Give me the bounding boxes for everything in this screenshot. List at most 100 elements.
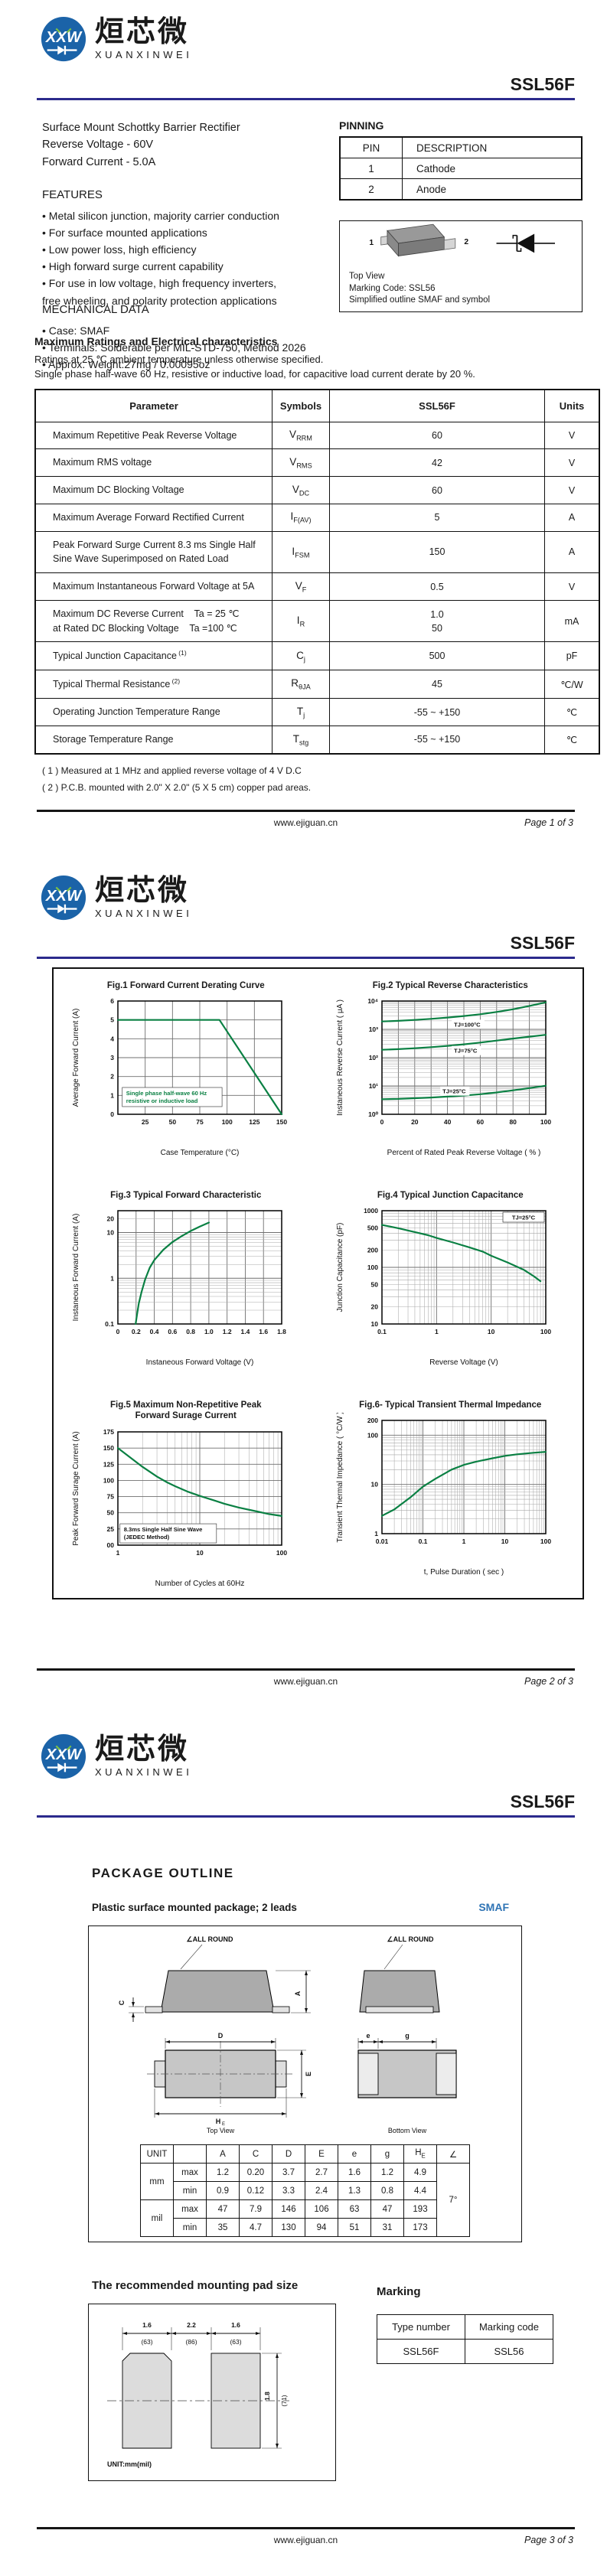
svg-text:∠ALL ROUND: ∠ALL ROUND [187,1935,233,1943]
svg-text:Transient Thermal Impedance (: Transient Thermal Impedance ( °C/W ) [336,1413,344,1543]
symbol-cell: Cj [272,641,330,671]
svg-text:2: 2 [110,1073,114,1081]
dim-row: min 35 4.7 130 94 51 31 173 [141,2218,470,2237]
symbol-cell: VF [272,572,330,601]
svg-text:8.3ms Single Half Sine Wave: 8.3ms Single Half Sine Wave [123,1526,202,1533]
svg-text:150: 150 [276,1118,287,1126]
marking-type-number: SSL56F [377,2339,465,2364]
pin-number: 1 [339,158,403,179]
pinning-col-header: DESCRIPTION [402,136,583,158]
svg-text:2.2: 2.2 [187,2321,196,2329]
unit-cell: V [544,572,600,601]
feature-item: • Low power loss, high efficiency [42,243,197,256]
dim-unit-cell: mil [140,2199,174,2237]
package-name: SMAF [478,1901,509,1913]
fig4-cj-curve [381,1224,542,1283]
package-subheading: Plastic surface mounted package; 2 leads [92,1902,297,1913]
dim-row: mil max 47 7.9 146 106 63 47 193 [140,2199,470,2237]
dim-col-header: C [239,2144,272,2164]
parameter-cell: Maximum Repetitive Peak Reverse Voltage [34,421,272,450]
dim-kind-cell: min [173,2181,207,2200]
svg-text:3: 3 [110,1054,114,1061]
mechanical-data-section: MECHANICAL DATA • Case: SMAF • Terminals:… [42,303,306,373]
dim-unit-header: UNIT [140,2144,174,2164]
marking-row: SSL56F SSL56 [377,2339,553,2364]
parameter-cell: Typical Thermal Resistance (2) [34,670,272,699]
feature-item: • High forward surge current capability [42,260,224,273]
value-cell: 500 [329,641,545,671]
dim-col-header: ∠ [436,2144,470,2164]
dim-value-cell: 106 [305,2199,338,2219]
svg-text:1.6: 1.6 [259,1328,268,1335]
marking-col-header: Marking code [465,2314,553,2340]
ratings-col-header: SSL56F [329,389,545,422]
svg-text:Instaneous Reverse Current ( μ: Instaneous Reverse Current ( μA ) [336,999,344,1116]
footer-page-number: Page 3 of 3 [524,2535,573,2545]
fig4-figure: Fig.4 Typical Junction Capacitance 0.1 1 10… [318,1179,583,1388]
dim-value-cell: 146 [272,2199,305,2219]
dim-col-header: D [272,2144,305,2164]
svg-text:XXW: XXW [45,1746,83,1763]
svg-text:XXW: XXW [45,888,83,905]
svg-text:0: 0 [380,1118,384,1126]
svg-text:100: 100 [221,1118,232,1126]
feature-item: • Metal silicon junction, majority carri… [42,210,279,222]
svg-text:175: 175 [103,1428,114,1436]
svg-text:25: 25 [142,1118,149,1126]
svg-text:10: 10 [371,1320,379,1328]
brand-name-english: XUANXINWEI [95,48,193,60]
svg-text:(63): (63) [141,2338,152,2346]
ratings-row: Typical Thermal Resistance (2) RθJA 45 ℃/W [34,670,600,699]
dim-kind-cell: max [173,2163,207,2182]
svg-text:00: 00 [106,1541,114,1549]
svg-text:1: 1 [462,1537,466,1545]
ratings-col-header: Units [544,389,600,422]
forward-current-line: Forward Current - 5.0A [42,155,156,168]
dim-value-cell: 63 [338,2199,371,2219]
svg-text:0.8: 0.8 [186,1328,195,1335]
svg-text:A: A [294,1991,302,1996]
svg-text:Percent of Rated Peak Reverse: Percent of Rated Peak Reverse Voltage ( … [387,1149,541,1157]
svg-text:1.0: 1.0 [204,1328,214,1335]
svg-text:1.8: 1.8 [263,2392,271,2401]
fig2-title: Fig.2 Typical Reverse Characteristics [372,981,528,990]
svg-text:10³: 10³ [369,1026,378,1033]
value-cell: 0.5 [329,572,545,601]
svg-text:e: e [366,2032,370,2040]
dim-kind-cell: max [173,2199,207,2219]
value-cell: 42 [329,448,545,478]
svg-text:75: 75 [106,1492,114,1500]
svg-text:resistive or inductive load: resistive or inductive load [126,1097,197,1104]
footer-rule [37,2527,575,2529]
svg-text:E: E [305,2072,312,2076]
svg-text:TJ=100°C: TJ=100°C [454,1022,481,1029]
svg-text:H: H [216,2118,221,2125]
symbol-cell: VDC [272,476,330,504]
value-cell: 45 [329,670,545,699]
svg-text:50: 50 [371,1281,379,1289]
fig2-figure: Fig.2 Typical Reverse Characteristics 0 20… [318,969,583,1179]
brand-logo: XXW 烜芯微 XUANXINWEI [40,874,192,921]
feature-item: • For surface mounted applications [42,227,207,240]
page-1: XXW 烜芯微 XUANXINWEI SSL56F Surface Mount … [0,0,607,859]
dim-unit-cell: mm [140,2163,174,2200]
dim-value-cell: 0.9 [206,2181,240,2200]
svg-text:XXW: XXW [45,29,83,46]
pinning-row: 2 Anode [339,178,583,201]
page-footer: www.ejiguan.cn Page 3 of 3 [37,2527,575,2545]
parameter-cell: Typical Junction Capacitance (1) [34,641,272,671]
svg-text:80: 80 [510,1118,517,1126]
page-footer: www.ejiguan.cn Page 1 of 3 [37,810,575,828]
header-rule [37,98,575,100]
features-list: • Metal silicon junction, majority carri… [42,207,279,309]
part-number: SSL56F [510,1792,575,1811]
svg-text:60: 60 [477,1118,485,1126]
brand-logo-icon: XXW [41,1733,86,1779]
parameter-cell: Operating Junction Temperature Range [34,698,272,726]
unit-cell: mA [544,599,600,643]
parameter-cell: Peak Forward Surge Current 8.3 ms Single… [34,530,272,574]
